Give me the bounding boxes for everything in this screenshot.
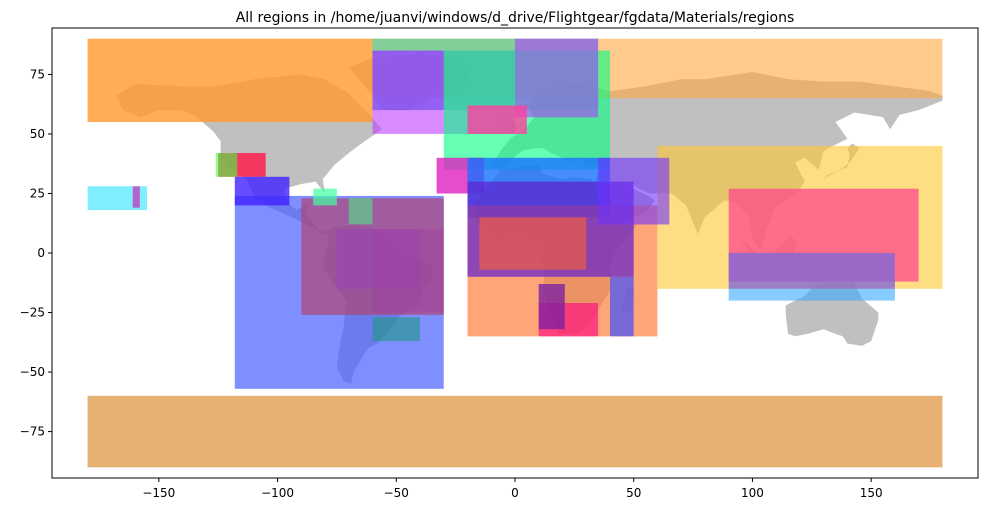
region-rect-21 bbox=[479, 217, 587, 270]
region-rect-2 bbox=[87, 395, 943, 468]
x-axis: −150 −100 −50 0 50 100 150 bbox=[142, 478, 883, 500]
region-rect-27 bbox=[215, 153, 238, 177]
y-tick-label: −25 bbox=[20, 306, 45, 320]
y-axis: −75 −50 −25 0 25 50 75 bbox=[20, 67, 52, 439]
region-rect-22 bbox=[598, 157, 670, 225]
y-tick-label: 0 bbox=[37, 246, 45, 260]
chart-title: All regions in /home/juanvi/windows/d_dr… bbox=[236, 10, 795, 26]
x-tick-label: −150 bbox=[142, 486, 175, 500]
y-tick-label: −75 bbox=[20, 425, 45, 439]
x-tick-label: −50 bbox=[384, 486, 409, 500]
region-rect-6 bbox=[728, 253, 895, 289]
region-rect-31 bbox=[313, 188, 337, 206]
y-tick-label: 75 bbox=[30, 67, 45, 81]
region-rect-29 bbox=[87, 186, 147, 211]
x-tick-label: 0 bbox=[511, 486, 519, 500]
region-rect-15 bbox=[515, 38, 599, 118]
y-tick-label: 25 bbox=[30, 186, 45, 200]
x-tick-label: 50 bbox=[626, 486, 641, 500]
region-rect-33 bbox=[372, 317, 420, 342]
region-rect-13 bbox=[372, 50, 444, 111]
y-tick-label: 50 bbox=[30, 127, 45, 141]
x-tick-label: 100 bbox=[741, 486, 764, 500]
region-rect-24 bbox=[538, 284, 565, 330]
x-tick-label: 150 bbox=[860, 486, 883, 500]
y-tick-label: −50 bbox=[20, 365, 45, 379]
x-tick-label: −100 bbox=[261, 486, 294, 500]
region-rect-32 bbox=[348, 198, 373, 225]
region-rect-28 bbox=[234, 176, 290, 206]
region-rect-16 bbox=[467, 105, 527, 134]
region-rect-10 bbox=[372, 229, 444, 313]
regions-layer bbox=[87, 38, 943, 468]
region-rect-25 bbox=[610, 276, 634, 337]
region-rect-0 bbox=[87, 38, 373, 123]
region-rect-30 bbox=[132, 186, 140, 208]
